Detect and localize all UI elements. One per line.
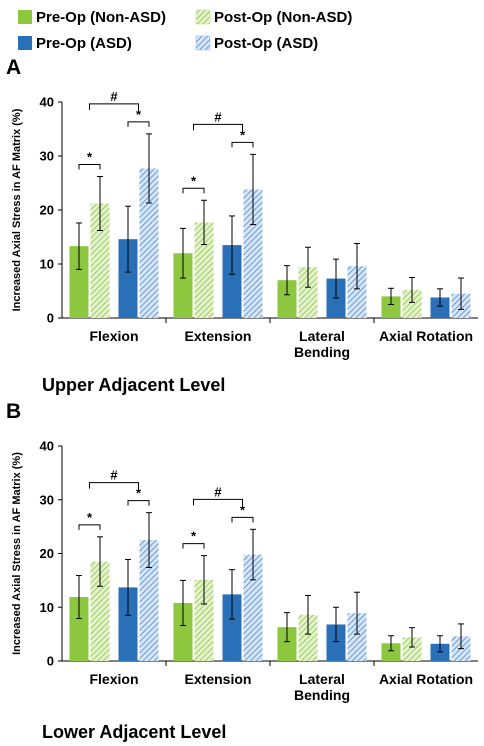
significance-bracket [182,187,205,194]
bar [173,253,193,318]
panel-label: A [6,56,21,79]
bar [298,614,318,661]
y-axis-label: Increased Axial Stress in AF Matrix (%) [11,452,23,655]
y-tick-label: 40 [40,439,54,454]
category-label: Lateral Bending [294,328,350,360]
bar [430,643,450,661]
significance-star: * [136,486,142,501]
significance-bracket [231,516,254,523]
y-tick-label: 30 [40,492,54,507]
bar [243,554,263,661]
significance-bracket [78,164,101,170]
legend-swatch [195,35,211,51]
significance-bracket [127,121,150,127]
y-tick-label: 10 [40,600,54,615]
legend: Pre-Op (Non-ASD) Post-Op (Non-ASD) Pre-Op … [18,9,352,52]
significance-hash: # [110,89,118,104]
bar [90,203,110,318]
bar [430,297,450,318]
bar [139,540,159,661]
category-label: Extension [185,328,252,344]
y-tick-label: 30 [40,149,54,164]
bar [277,280,297,318]
bar [118,587,138,661]
y-tick-label: 0 [47,654,54,669]
bar [194,579,214,661]
significance-bracket-hash [89,103,139,110]
bar [222,245,242,318]
legend-label: Post-Op (Non-ASD) [214,9,352,26]
significance-star: * [240,127,246,142]
significance-star: * [87,510,93,525]
panel-label: B [6,400,21,423]
panel-subtitle: Upper Adjacent Level [42,375,225,395]
significance-bracket [127,500,150,506]
significance-star: * [240,502,246,517]
bar [118,239,138,318]
y-tick-label: 10 [40,257,54,272]
significance-hash: # [110,468,118,483]
legend-swatch [18,36,32,50]
bar [298,267,318,318]
bar [194,222,214,318]
legend-label: Pre-Op (ASD) [36,35,132,52]
significance-bracket-hash [89,482,139,489]
significance-hash: # [214,484,222,499]
significance-hash: # [214,109,222,124]
significance-bracket-hash [193,123,243,131]
bar [347,266,367,318]
significance-star: * [87,150,93,165]
bar [347,613,367,661]
legend-swatch [195,9,211,25]
bar [381,643,401,661]
significance-star: * [191,529,197,544]
category-label: Extension [185,671,252,687]
category-label: Lateral Bending [294,671,350,703]
significance-bracket [78,524,101,530]
bar [222,594,242,661]
significance-bracket [231,141,254,148]
bar [277,627,297,661]
category-label: Flexion [89,328,138,344]
y-tick-label: 20 [40,203,54,218]
y-tick-label: 40 [40,95,54,110]
bar [402,289,422,318]
bar [69,246,89,318]
bar [326,624,346,661]
category-label: Axial Rotation [379,328,473,344]
significance-star: * [136,107,142,122]
category-label: Axial Rotation [379,671,473,687]
category-label: Flexion [89,671,138,687]
significance-bracket-hash [193,498,243,506]
bar [69,597,89,661]
bar [90,561,110,661]
bar [243,189,263,318]
y-tick-label: 0 [47,311,54,326]
y-tick-label: 20 [40,546,54,561]
legend-label: Post-Op (ASD) [214,35,318,52]
panel-subtitle: Lower Adjacent Level [42,722,226,742]
bar [381,296,401,318]
panel-b: B Increased Axial Stress in AF Matrix (%)… [6,400,478,742]
y-axis-label: Increased Axial Stress in AF Matrix (%) [11,108,23,311]
significance-star: * [191,173,197,188]
legend-label: Pre-Op (Non-ASD) [36,9,166,26]
significance-bracket [182,543,205,549]
bar [139,168,159,318]
panel-a: A Increased Axial Stress in AF Matrix (%)… [6,56,478,395]
legend-swatch [18,10,32,24]
bar [173,602,193,661]
bar [402,637,422,661]
